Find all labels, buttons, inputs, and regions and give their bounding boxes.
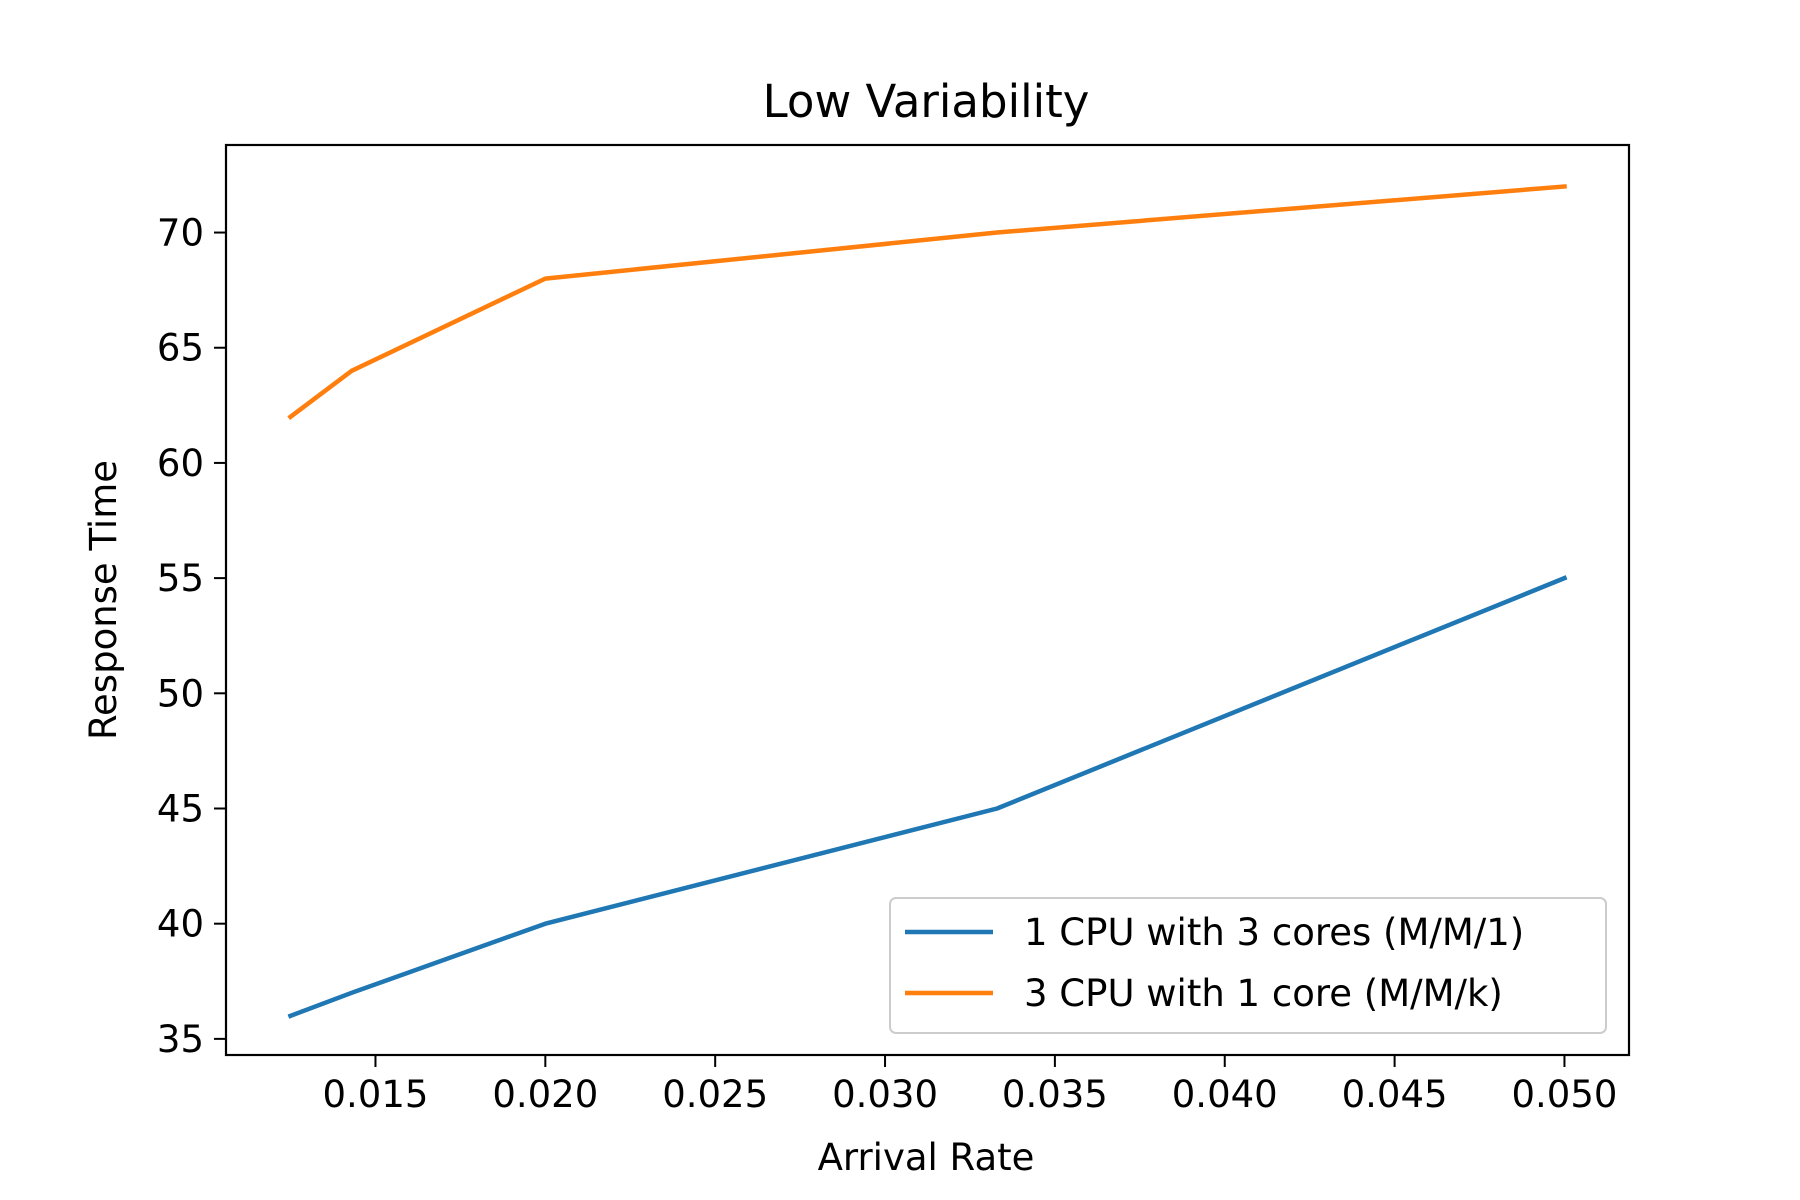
chart-title: Low Variability: [763, 75, 1090, 128]
y-tick-label: 35: [157, 1018, 204, 1061]
x-tick-label: 0.020: [492, 1073, 598, 1116]
plot-frame: [224, 143, 1631, 1057]
y-tick-label: 70: [157, 212, 204, 255]
legend-label-series-2: 3 CPU with 1 core (M/M/k): [1024, 972, 1503, 1015]
x-axis: 0.015 0.020 0.025 0.030 0.035 0.040 0.045 0.050: [323, 1055, 1617, 1116]
x-tick-label: 0.045: [1342, 1073, 1448, 1116]
plot-area: [224, 143, 1631, 1057]
y-tick-label: 45: [157, 787, 204, 830]
y-axis-label: Response Time: [82, 460, 125, 740]
y-tick-label: 65: [157, 327, 204, 370]
y-axis: 35 40 45 50 55 60 65 70: [157, 212, 226, 1061]
y-tick-label: 40: [157, 903, 204, 946]
x-tick-label: 0.015: [323, 1073, 429, 1116]
x-axis-label: Arrival Rate: [818, 1136, 1035, 1179]
x-tick-label: 0.025: [662, 1073, 768, 1116]
legend-label-series-1: 1 CPU with 3 cores (M/M/1): [1024, 911, 1524, 954]
series-line-1: [287, 575, 1568, 1019]
legend-box: [889, 897, 1607, 1034]
legend: 1 CPU with 3 cores (M/M/1) 3 CPU with 1 …: [889, 897, 1607, 1034]
y-tick-label: 50: [157, 672, 204, 715]
y-tick-label: 60: [157, 442, 204, 485]
x-tick-label: 0.040: [1172, 1073, 1278, 1116]
y-tick-label: 55: [157, 557, 204, 600]
x-tick-label: 0.035: [1002, 1073, 1108, 1116]
x-tick-label: 0.030: [832, 1073, 938, 1116]
x-tick-label: 0.050: [1511, 1073, 1617, 1116]
series-line-2: [287, 184, 1567, 420]
series-layer: [287, 184, 1568, 1019]
